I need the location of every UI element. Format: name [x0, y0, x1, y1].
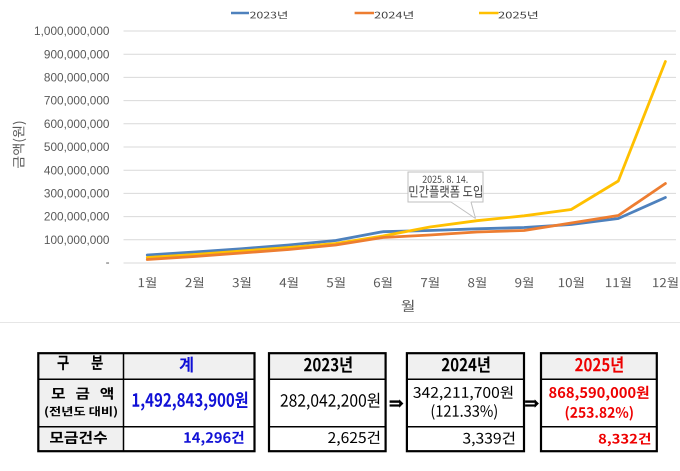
svg-text:600,000,000: 600,000,000	[44, 117, 110, 131]
svg-text:100,000,000: 100,000,000	[44, 233, 110, 247]
svg-text:500,000,000: 500,000,000	[44, 140, 110, 154]
svg-text:900,000,000: 900,000,000	[44, 47, 110, 61]
svg-text:800,000,000: 800,000,000	[44, 71, 110, 85]
svg-text:400,000,000: 400,000,000	[44, 163, 110, 177]
svg-text:1,000,000,000: 1,000,000,000	[34, 24, 110, 38]
svg-text:700,000,000: 700,000,000	[44, 94, 110, 108]
svg-text:200,000,000: 200,000,000	[44, 210, 110, 224]
svg-text:-: -	[106, 255, 110, 269]
svg-text:300,000,000: 300,000,000	[44, 187, 110, 201]
